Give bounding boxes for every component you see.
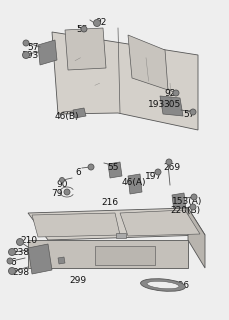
Circle shape xyxy=(64,189,70,195)
Polygon shape xyxy=(116,233,126,238)
Polygon shape xyxy=(38,40,57,65)
Text: 238: 238 xyxy=(12,248,29,257)
Text: 46(A): 46(A) xyxy=(122,178,147,187)
Text: 79: 79 xyxy=(51,189,63,198)
Polygon shape xyxy=(58,257,65,264)
Text: 57: 57 xyxy=(27,43,38,52)
Text: 269: 269 xyxy=(163,163,180,172)
Text: 153(A): 153(A) xyxy=(172,197,202,206)
Circle shape xyxy=(155,169,161,175)
Text: 46(B): 46(B) xyxy=(55,112,79,121)
Circle shape xyxy=(22,52,30,59)
Text: 6: 6 xyxy=(75,168,81,177)
Polygon shape xyxy=(65,28,106,70)
Circle shape xyxy=(8,249,16,255)
Text: 55: 55 xyxy=(107,163,118,172)
Ellipse shape xyxy=(141,279,185,291)
Polygon shape xyxy=(32,213,120,237)
Circle shape xyxy=(16,238,24,245)
Circle shape xyxy=(190,109,196,115)
Polygon shape xyxy=(52,32,198,130)
Polygon shape xyxy=(120,210,200,236)
Text: 92: 92 xyxy=(95,18,106,27)
Text: 210: 210 xyxy=(20,236,37,245)
Polygon shape xyxy=(128,35,168,90)
Circle shape xyxy=(190,204,196,210)
Text: 305: 305 xyxy=(163,100,180,109)
Text: 55: 55 xyxy=(76,25,87,34)
Text: 193: 193 xyxy=(148,100,165,109)
Polygon shape xyxy=(28,208,205,240)
Text: 6: 6 xyxy=(10,258,16,267)
Circle shape xyxy=(88,164,94,170)
Polygon shape xyxy=(128,174,142,194)
Circle shape xyxy=(23,40,29,46)
Circle shape xyxy=(7,258,13,264)
Text: 197: 197 xyxy=(145,172,162,181)
Polygon shape xyxy=(95,246,155,265)
Polygon shape xyxy=(108,162,122,178)
Circle shape xyxy=(166,159,172,165)
Circle shape xyxy=(173,90,179,96)
Polygon shape xyxy=(73,108,86,118)
Text: 90: 90 xyxy=(56,180,68,189)
Circle shape xyxy=(93,20,101,27)
Polygon shape xyxy=(188,208,205,268)
Circle shape xyxy=(60,178,65,182)
Text: 57: 57 xyxy=(183,110,194,119)
Circle shape xyxy=(191,194,197,200)
Text: 296: 296 xyxy=(172,281,189,290)
Polygon shape xyxy=(160,96,183,116)
Text: 92: 92 xyxy=(164,89,175,98)
Circle shape xyxy=(8,268,16,275)
Ellipse shape xyxy=(147,281,179,289)
Circle shape xyxy=(81,26,87,32)
Polygon shape xyxy=(172,193,186,212)
Text: 298: 298 xyxy=(12,268,29,277)
Polygon shape xyxy=(28,244,52,274)
Text: 193: 193 xyxy=(22,51,39,60)
Polygon shape xyxy=(28,240,188,268)
Text: 220(B): 220(B) xyxy=(170,206,200,215)
Text: 299: 299 xyxy=(69,276,86,285)
Text: 216: 216 xyxy=(101,198,118,207)
